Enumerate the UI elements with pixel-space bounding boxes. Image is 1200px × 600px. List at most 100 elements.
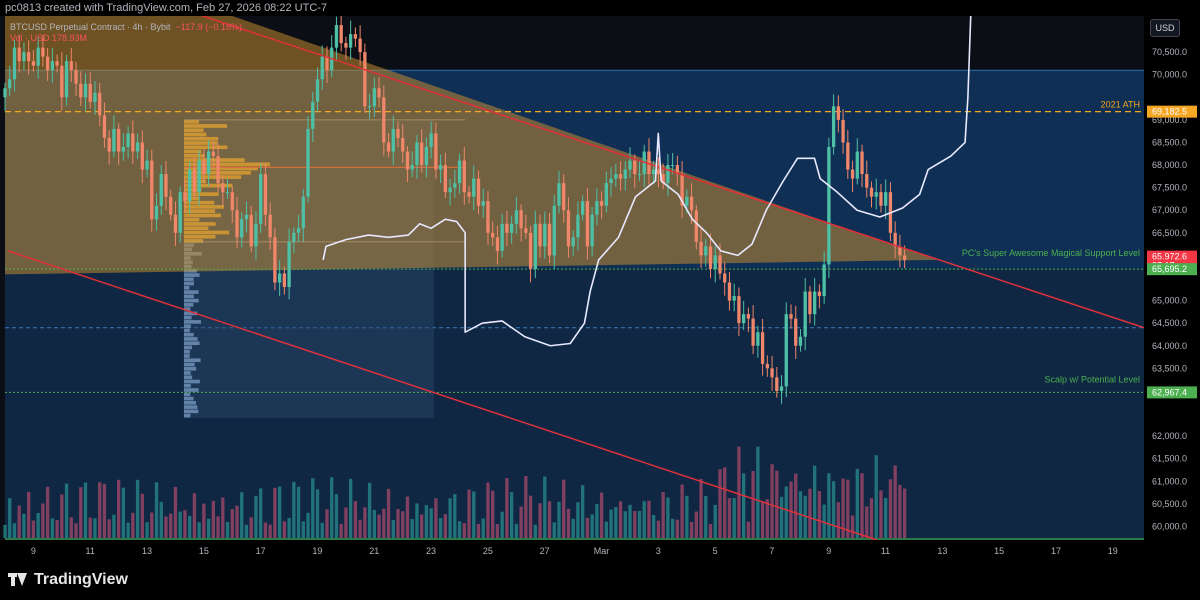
- candle-body: [173, 214, 178, 233]
- volume-bar: [595, 504, 599, 538]
- volume-bar: [216, 516, 220, 538]
- candle: [405, 145, 410, 182]
- candle-body: [836, 106, 841, 120]
- x-tick-label: 19: [1108, 546, 1118, 556]
- candle-body: [737, 296, 741, 324]
- candle-body: [533, 223, 537, 269]
- attribution-bar: pc0813 created with TradingView.com, Feb…: [0, 0, 1200, 16]
- candle-body: [140, 142, 144, 170]
- candle: [36, 37, 40, 79]
- candle: [429, 121, 433, 159]
- candle-body: [311, 101, 315, 129]
- candle-body: [760, 332, 765, 364]
- candle: [486, 191, 490, 245]
- volume-profile-bar: [183, 409, 199, 414]
- volume-bar: [642, 501, 646, 538]
- candle: [879, 184, 883, 213]
- y-tick-label: 63,500.0: [1152, 363, 1187, 373]
- candle-body: [609, 178, 613, 184]
- candle: [779, 375, 784, 404]
- candle: [817, 284, 822, 309]
- candle-body: [206, 151, 211, 175]
- candle: [197, 150, 201, 206]
- candle-body: [590, 214, 594, 247]
- symbol-legend: BTCUSD Perpetual Contract · 4h · Bybit −…: [10, 22, 242, 44]
- candle: [296, 214, 301, 243]
- candle-body: [457, 160, 462, 184]
- currency-button[interactable]: USD: [1150, 19, 1180, 37]
- volume-bar: [718, 469, 722, 538]
- candle-body: [860, 151, 864, 175]
- volume-profile-bar: [183, 354, 190, 358]
- candle: [448, 178, 452, 206]
- y-tick-label: 67,000.0: [1152, 205, 1187, 215]
- candle: [83, 73, 88, 111]
- candle: [827, 137, 831, 278]
- candle: [623, 161, 627, 191]
- volume-bar: [547, 501, 552, 538]
- volume-bar: [415, 503, 419, 538]
- candle: [55, 54, 59, 73]
- volume-bar: [741, 473, 746, 538]
- descending-triangle: [5, 16, 937, 275]
- price-chart[interactable]: 2021 ATH PC's Super Awesome Magical Suppo…: [0, 16, 1200, 562]
- candle: [74, 61, 78, 96]
- volume-bar: [533, 524, 537, 538]
- volume-bar: [112, 514, 116, 538]
- candle: [320, 45, 324, 90]
- candle-body: [652, 169, 656, 175]
- volume-bar: [377, 514, 381, 538]
- candle-body: [898, 246, 902, 256]
- volume-bar: [571, 518, 575, 538]
- candle: [401, 124, 405, 163]
- candle-body: [131, 133, 135, 152]
- candle-body: [41, 47, 45, 57]
- price-tag-label: 65,972.6: [1152, 252, 1187, 262]
- candle-body: [93, 92, 97, 102]
- volume-bar: [543, 476, 547, 538]
- trendline: [7, 250, 878, 541]
- candle: [140, 130, 144, 184]
- volume-bar: [884, 497, 888, 538]
- volume-bar: [538, 503, 542, 538]
- volume-profile-bar: [183, 298, 199, 303]
- projected-path: [322, 16, 972, 347]
- volume-bar: [254, 495, 258, 538]
- volume-bar: [405, 496, 410, 538]
- volume-bar: [292, 481, 296, 538]
- candle: [372, 77, 376, 118]
- candle-body: [751, 318, 755, 346]
- volume-bar: [443, 514, 448, 538]
- candle-body: [145, 160, 149, 170]
- candle-body: [538, 223, 542, 247]
- volume-bar: [339, 523, 343, 538]
- volume-bar: [656, 520, 661, 538]
- candle-body: [831, 106, 836, 147]
- volume-bar: [424, 505, 429, 538]
- volume-bar: [760, 501, 765, 538]
- candle-body: [277, 273, 282, 283]
- candle: [893, 221, 897, 259]
- volume-label: Vol · USD 178.93M: [10, 33, 88, 43]
- x-tick-label: 19: [312, 546, 322, 556]
- candle: [263, 163, 268, 227]
- x-tick-label: 13: [142, 546, 152, 556]
- volume-bar: [55, 520, 59, 538]
- volume-bar: [500, 511, 504, 538]
- candle-body: [827, 147, 831, 265]
- candle: [505, 211, 509, 246]
- tradingview-logo[interactable]: TradingView: [8, 571, 128, 589]
- volume-bar: [576, 502, 580, 538]
- candle-body: [893, 232, 897, 247]
- x-tick-label: 15: [199, 546, 209, 556]
- volume-profile-bar: [183, 315, 192, 320]
- volume-bar: [358, 519, 362, 538]
- y-tick-label: 64,000.0: [1152, 341, 1187, 351]
- candle: [334, 16, 339, 62]
- candle: [273, 228, 277, 291]
- volume-bar: [628, 504, 632, 538]
- candle-body: [746, 314, 751, 319]
- volume-bar: [169, 513, 173, 538]
- volume-bar: [420, 514, 424, 538]
- volume-bar: [860, 473, 864, 538]
